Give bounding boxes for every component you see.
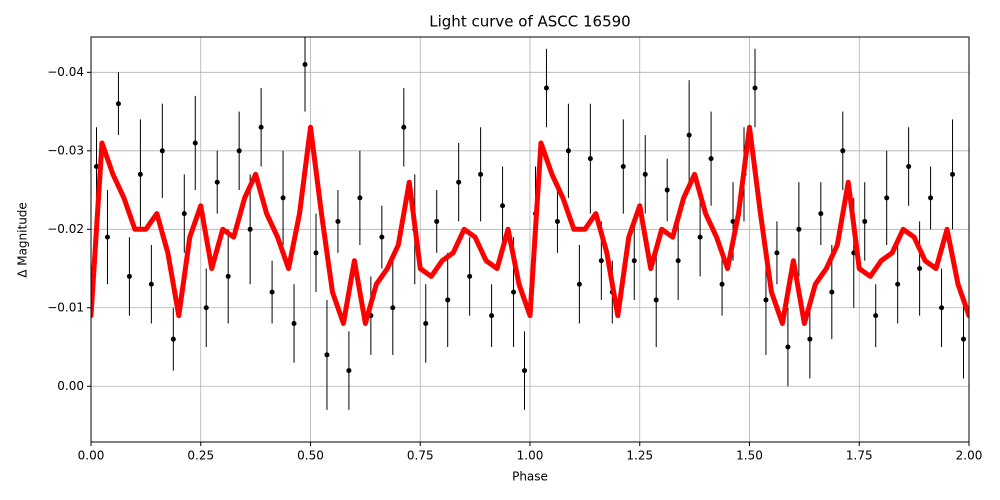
data-point — [708, 156, 714, 162]
data-point — [598, 258, 604, 264]
data-point — [445, 297, 451, 303]
x-tick-label: 1.25 — [626, 449, 653, 463]
x-tick-label: 0.25 — [187, 449, 214, 463]
data-point — [829, 289, 835, 295]
data-point — [576, 281, 582, 287]
data-point — [93, 164, 99, 170]
data-point — [225, 273, 231, 279]
data-point — [818, 211, 824, 217]
x-tick-label: 1.50 — [736, 449, 763, 463]
x-axis-label: Phase — [512, 470, 548, 484]
data-point — [752, 85, 758, 91]
data-point — [631, 258, 637, 264]
data-point — [478, 171, 484, 177]
data-point — [104, 234, 110, 240]
y-tick-label: −0.02 — [47, 222, 84, 236]
y-tick-label: −0.01 — [47, 300, 84, 314]
data-point — [565, 148, 571, 154]
data-point — [346, 368, 352, 374]
data-point — [467, 273, 473, 279]
data-point — [390, 305, 396, 311]
data-point — [928, 195, 934, 201]
x-tick-label: 0.00 — [78, 449, 105, 463]
plot-area — [91, 37, 969, 410]
data-point — [763, 297, 769, 303]
data-point — [884, 195, 890, 201]
data-point — [664, 187, 670, 193]
y-axis-label: Δ Magnitude — [16, 202, 30, 278]
data-point — [379, 234, 385, 240]
data-point — [203, 305, 209, 311]
data-point — [148, 281, 154, 287]
data-point — [961, 336, 967, 342]
data-point — [719, 281, 725, 287]
data-point — [785, 344, 791, 350]
data-point — [126, 273, 132, 279]
x-tick-label: 1.75 — [846, 449, 873, 463]
data-point — [697, 234, 703, 240]
data-point — [313, 250, 319, 256]
data-point — [137, 171, 143, 177]
data-point — [280, 195, 286, 201]
data-point — [906, 164, 912, 170]
data-point — [620, 164, 626, 170]
data-point — [862, 218, 868, 224]
data-point — [291, 320, 297, 326]
data-point — [807, 336, 813, 342]
data-point — [675, 258, 681, 264]
data-point — [950, 171, 956, 177]
data-point — [873, 313, 879, 319]
data-point — [917, 266, 923, 272]
data-point — [236, 148, 242, 154]
data-point — [192, 140, 198, 146]
data-point — [554, 218, 560, 224]
data-point — [181, 211, 187, 217]
data-point — [247, 226, 253, 232]
data-point — [796, 226, 802, 232]
data-point — [159, 148, 165, 154]
data-point — [324, 352, 330, 358]
data-point — [686, 132, 692, 138]
data-point — [653, 297, 659, 303]
data-point — [939, 305, 945, 311]
data-point — [895, 281, 901, 287]
data-point — [357, 195, 363, 201]
data-point — [170, 336, 176, 342]
y-tick-label: −0.04 — [47, 65, 84, 79]
y-tick-label: −0.03 — [47, 143, 84, 157]
data-point — [642, 171, 648, 177]
y-tick-label: 0.00 — [57, 379, 84, 393]
x-tick-label: 0.50 — [297, 449, 324, 463]
data-point — [774, 250, 780, 256]
data-point — [543, 85, 549, 91]
fit-line — [91, 124, 969, 326]
data-point — [489, 313, 495, 319]
data-point — [214, 179, 220, 185]
x-tick-label: 1.00 — [517, 449, 544, 463]
data-point — [500, 203, 506, 209]
data-point — [258, 124, 264, 130]
data-point — [423, 320, 429, 326]
data-point — [434, 218, 440, 224]
x-tick-label: 0.75 — [407, 449, 434, 463]
chart-title: Light curve of ASCC 16590 — [429, 13, 630, 31]
data-point — [115, 101, 121, 107]
data-point — [587, 156, 593, 162]
data-point — [522, 368, 528, 374]
x-tick-label: 2.00 — [956, 449, 983, 463]
data-point — [840, 148, 846, 154]
ticks: 0.00 0.25 0.50 0.75 1.00 1.25 1.50 1.75 2.00 −0.0… — [47, 65, 982, 463]
data-point — [335, 218, 341, 224]
data-point — [401, 124, 407, 130]
data-point — [302, 61, 308, 67]
data-point — [269, 289, 275, 295]
data-point — [456, 179, 462, 185]
data-point — [511, 289, 517, 295]
